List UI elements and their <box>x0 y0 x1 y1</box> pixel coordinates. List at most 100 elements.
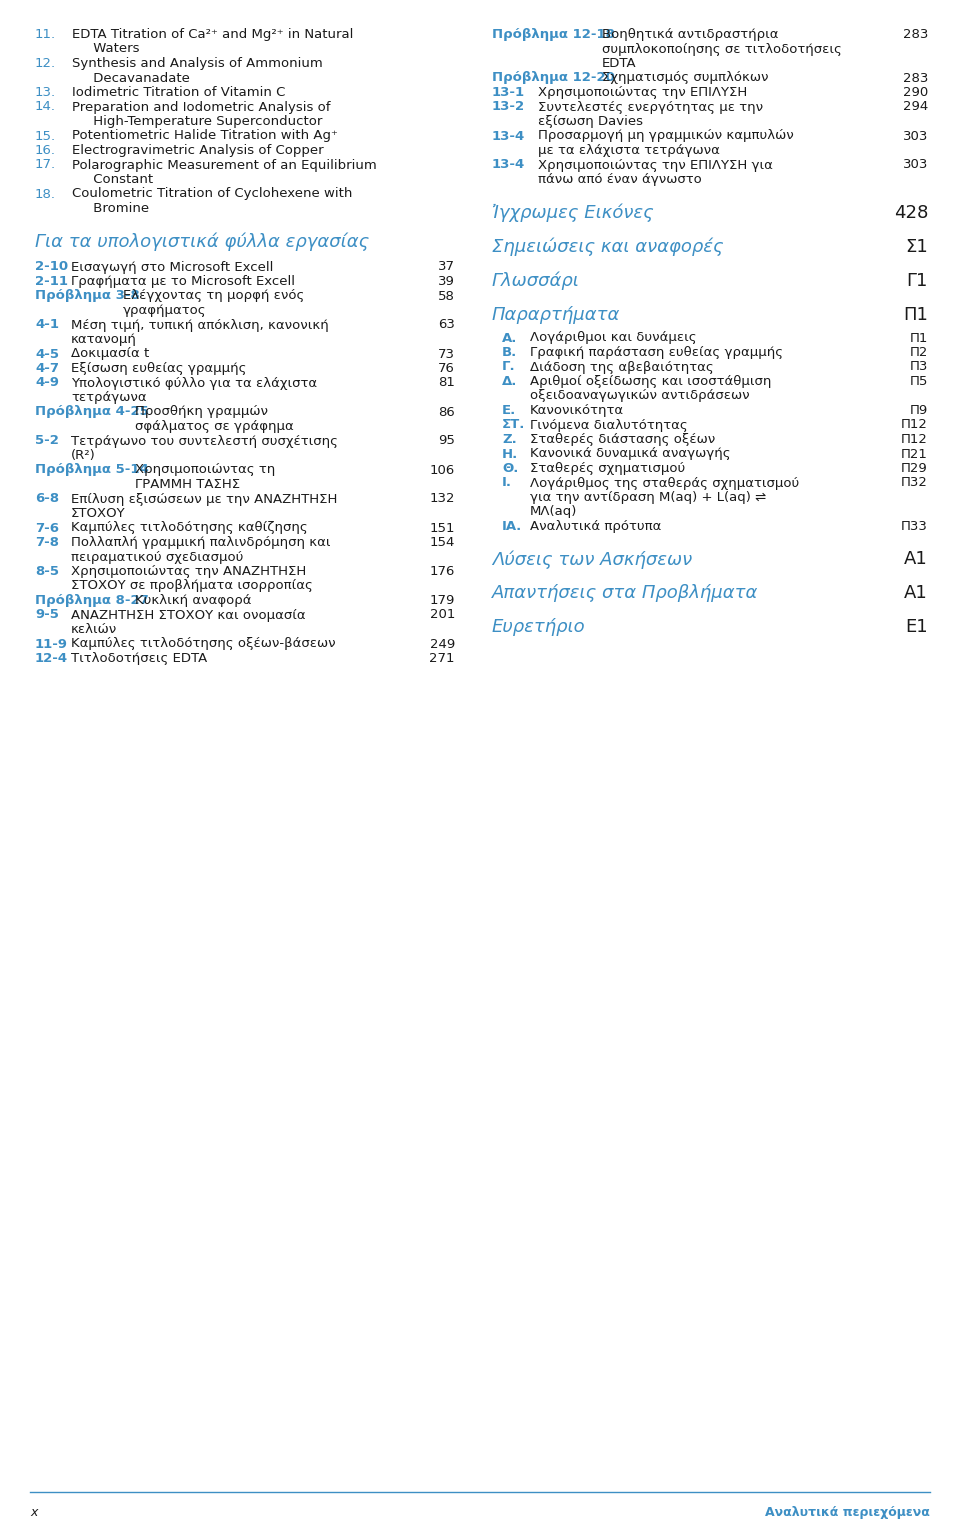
Text: Π1: Π1 <box>903 306 928 324</box>
Text: Preparation and Iodometric Analysis of: Preparation and Iodometric Analysis of <box>72 100 330 114</box>
Text: 132: 132 <box>429 492 455 506</box>
Text: Βοηθητικά αντιδραστήρια: Βοηθητικά αντιδραστήρια <box>602 27 779 41</box>
Text: κελιών: κελιών <box>71 623 117 635</box>
Text: Παραρτήματα: Παραρτήματα <box>492 306 620 324</box>
Text: Δ.: Δ. <box>502 375 517 388</box>
Text: Β.: Β. <box>502 347 517 359</box>
Text: 9-5: 9-5 <box>35 608 59 622</box>
Text: Ε1: Ε1 <box>905 619 928 637</box>
Text: Θ.: Θ. <box>502 462 518 474</box>
Text: ΑΝΑΖΗΤΗΣΗ ΣΤΟΧΟΥ και ονομασία: ΑΝΑΖΗΤΗΣΗ ΣΤΟΧΟΥ και ονομασία <box>71 608 305 622</box>
Text: Πρόβλημα 5-14: Πρόβλημα 5-14 <box>35 464 149 476</box>
Text: Electrogravimetric Analysis of Copper: Electrogravimetric Analysis of Copper <box>72 144 324 157</box>
Text: Απαντήσεις στα Προβλήματα: Απαντήσεις στα Προβλήματα <box>492 585 758 602</box>
Text: Γ1: Γ1 <box>906 272 928 289</box>
Text: 15.: 15. <box>35 129 56 143</box>
Text: με τα ελάχιστα τετράγωνα: με τα ελάχιστα τετράγωνα <box>538 144 720 157</box>
Text: Π1: Π1 <box>910 331 928 345</box>
Text: Διάδοση της αβεβαιότητας: Διάδοση της αβεβαιότητας <box>530 360 713 374</box>
Text: Η.: Η. <box>502 447 518 461</box>
Text: Α1: Α1 <box>904 550 928 568</box>
Text: ΣΤ.: ΣΤ. <box>502 418 525 432</box>
Text: Τετράγωνο του συντελεστή συσχέτισης: Τετράγωνο του συντελεστή συσχέτισης <box>71 435 338 447</box>
Text: Πρόβλημα 3-8: Πρόβλημα 3-8 <box>35 289 140 302</box>
Text: 303: 303 <box>902 158 928 172</box>
Text: Π3: Π3 <box>910 360 928 374</box>
Text: 2-11: 2-11 <box>35 275 68 287</box>
Text: 154: 154 <box>430 537 455 549</box>
Text: 5-2: 5-2 <box>35 435 59 447</box>
Text: 2-10: 2-10 <box>35 260 68 274</box>
Text: Πρόβλημα 12-18: Πρόβλημα 12-18 <box>492 27 614 41</box>
Text: 283: 283 <box>902 71 928 85</box>
Text: τετράγωνα: τετράγωνα <box>71 391 147 404</box>
Text: Ζ.: Ζ. <box>502 433 516 445</box>
Text: 179: 179 <box>430 594 455 606</box>
Text: Π5: Π5 <box>910 375 928 388</box>
Text: Σταθερές σχηματισμού: Σταθερές σχηματισμού <box>530 462 685 474</box>
Text: Εξίσωση ευθείας γραμμής: Εξίσωση ευθείας γραμμής <box>71 362 247 375</box>
Text: 6-8: 6-8 <box>35 492 60 506</box>
Text: κατανομή: κατανομή <box>71 333 137 347</box>
Text: Χρησιμοποιώντας τη: Χρησιμοποιώντας τη <box>135 464 276 476</box>
Text: 39: 39 <box>438 275 455 287</box>
Text: High-Temperature Superconductor: High-Temperature Superconductor <box>72 116 323 128</box>
Text: 249: 249 <box>430 637 455 651</box>
Text: πάνω από έναν άγνωστο: πάνω από έναν άγνωστο <box>538 173 702 185</box>
Text: 81: 81 <box>438 377 455 389</box>
Text: 271: 271 <box>429 652 455 666</box>
Text: για την αντίδραση M(aq) + L(aq) ⇌: για την αντίδραση M(aq) + L(aq) ⇌ <box>530 491 766 505</box>
Text: Π33: Π33 <box>901 520 928 534</box>
Text: 11-9: 11-9 <box>35 637 68 651</box>
Text: 303: 303 <box>902 129 928 143</box>
Text: Π29: Π29 <box>901 462 928 474</box>
Text: Κανονικότητα: Κανονικότητα <box>530 404 624 416</box>
Text: Γινόμενα διαλυτότητας: Γινόμενα διαλυτότητας <box>530 418 687 432</box>
Text: 7-8: 7-8 <box>35 537 59 549</box>
Text: 95: 95 <box>438 435 455 447</box>
Text: Υπολογιστικό φύλλο για τα ελάχιστα: Υπολογιστικό φύλλο για τα ελάχιστα <box>71 377 317 389</box>
Text: Προσθήκη γραμμών: Προσθήκη γραμμών <box>135 406 268 418</box>
Text: Α.: Α. <box>502 331 517 345</box>
Text: ΣΤΟΧΟΥ: ΣΤΟΧΟΥ <box>71 508 126 520</box>
Text: 76: 76 <box>438 362 455 375</box>
Text: Πρόβλημα 8-27: Πρόβλημα 8-27 <box>35 594 149 606</box>
Text: 4-7: 4-7 <box>35 362 59 375</box>
Text: 18.: 18. <box>35 187 56 201</box>
Text: Χρησιμοποιώντας την ΕΠΙΛΥΣΗ: Χρησιμοποιώντας την ΕΠΙΛΥΣΗ <box>538 87 747 99</box>
Text: Ευρετήριο: Ευρετήριο <box>492 619 586 637</box>
Text: Π32: Π32 <box>901 476 928 489</box>
Text: Χρησιμοποιώντας την ΕΠΙΛΥΣΗ για: Χρησιμοποιώντας την ΕΠΙΛΥΣΗ για <box>538 158 773 172</box>
Text: 37: 37 <box>438 260 455 274</box>
Text: 7-6: 7-6 <box>35 521 59 535</box>
Text: Προσαρμογή μη γραμμικών καμπυλών: Προσαρμογή μη γραμμικών καμπυλών <box>538 129 794 143</box>
Text: Iodimetric Titration of Vitamin C: Iodimetric Titration of Vitamin C <box>72 87 285 99</box>
Text: πειραματικού σχεδιασμού: πειραματικού σχεδιασμού <box>71 550 244 564</box>
Text: (R²): (R²) <box>71 448 96 462</box>
Text: 86: 86 <box>439 406 455 418</box>
Text: Π21: Π21 <box>901 447 928 461</box>
Text: 13.: 13. <box>35 87 56 99</box>
Text: 13-1: 13-1 <box>492 87 525 99</box>
Text: Potentiometric Halide Titration with Ag⁺: Potentiometric Halide Titration with Ag⁺ <box>72 129 338 143</box>
Text: 283: 283 <box>902 27 928 41</box>
Text: 8-5: 8-5 <box>35 565 59 578</box>
Text: ΜΛ(aq): ΜΛ(aq) <box>530 506 577 518</box>
Text: 17.: 17. <box>35 158 56 172</box>
Text: 12-4: 12-4 <box>35 652 68 666</box>
Text: Γραφική παράσταση ευθείας γραμμής: Γραφική παράσταση ευθείας γραμμής <box>530 347 783 359</box>
Text: 428: 428 <box>894 204 928 222</box>
Text: 58: 58 <box>438 289 455 302</box>
Text: Λύσεις των Ασκήσεων: Λύσεις των Ασκήσεων <box>492 550 692 568</box>
Text: 290: 290 <box>902 87 928 99</box>
Text: Λογάριθμοι και δυνάμεις: Λογάριθμοι και δυνάμεις <box>530 331 697 345</box>
Text: συμπλοκοποίησης σε τιτλοδοτήσεις: συμπλοκοποίησης σε τιτλοδοτήσεις <box>602 43 842 56</box>
Text: EDTA Titration of Ca²⁺ and Mg²⁺ in Natural: EDTA Titration of Ca²⁺ and Mg²⁺ in Natur… <box>72 27 353 41</box>
Text: 4-5: 4-5 <box>35 348 59 360</box>
Text: ΓΡΑΜΜΗ ΤΑΣΗΣ: ΓΡΑΜΜΗ ΤΑΣΗΣ <box>135 477 240 491</box>
Text: Αναλυτικά πρότυπα: Αναλυτικά πρότυπα <box>530 520 661 534</box>
Text: Τιτλοδοτήσεις EDTA: Τιτλοδοτήσεις EDTA <box>71 652 207 666</box>
Text: Synthesis and Analysis of Ammonium: Synthesis and Analysis of Ammonium <box>72 56 323 70</box>
Text: Waters: Waters <box>72 43 139 56</box>
Text: 13-4: 13-4 <box>492 129 525 143</box>
